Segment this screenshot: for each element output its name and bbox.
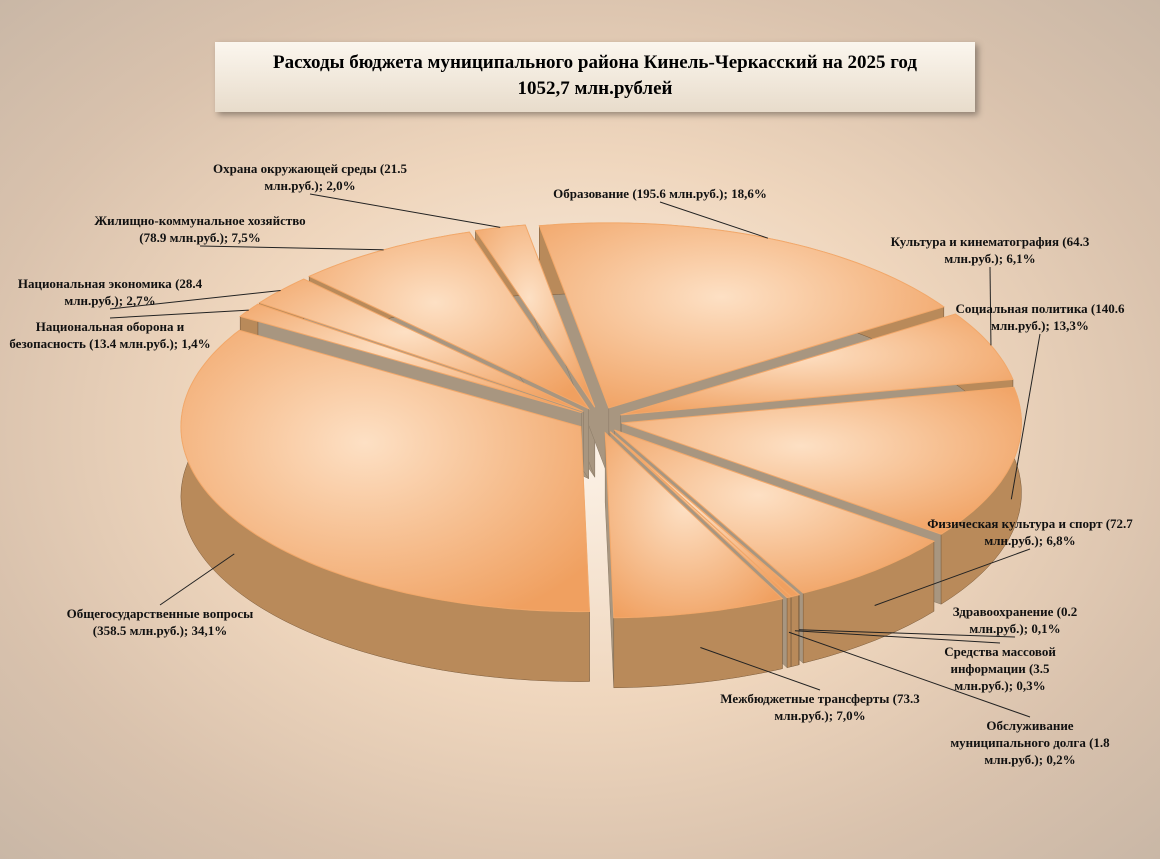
value-label: (73.3 млн.руб.); 7,0% bbox=[774, 691, 920, 723]
category-label: Средства массовой информации bbox=[944, 644, 1056, 676]
category-label: Здравоохранение bbox=[952, 604, 1054, 619]
value-label: (3.5 млн.руб.); 0,3% bbox=[954, 661, 1050, 693]
category-label: Общегосударственные вопросы bbox=[66, 606, 254, 621]
leader-line bbox=[1010, 333, 1041, 500]
value-label: (13.4 млн.руб.); 1,4% bbox=[89, 336, 211, 351]
data-label: Средства массовой информации (3.5 млн.ру… bbox=[925, 643, 1075, 694]
leader-line bbox=[199, 245, 384, 251]
value-label: (195.6 млн.руб.); 18,6% bbox=[632, 186, 767, 201]
chart-subtitle: 1052,7 млн.рублей bbox=[517, 78, 673, 99]
data-label: Обслуживание муниципального долга (1.8 м… bbox=[940, 717, 1120, 768]
data-label: Физическая культура и спорт (72.7 млн.ру… bbox=[910, 515, 1150, 549]
value-label: (0.2 млн.руб.); 0,1% bbox=[969, 604, 1078, 636]
value-label: (21.5 млн.руб.); 2,0% bbox=[264, 161, 407, 193]
leader-line bbox=[659, 201, 769, 239]
data-label: Национальная экономика (28.4 млн.руб.); … bbox=[5, 275, 215, 309]
slice bbox=[620, 313, 1014, 416]
leader-line bbox=[700, 647, 821, 691]
value-label: (140.6 млн.руб.); 13,3% bbox=[991, 301, 1125, 333]
data-label: Социальная политика (140.6 млн.руб.); 13… bbox=[925, 300, 1155, 334]
data-label: Общегосударственные вопросы (358.5 млн.р… bbox=[60, 605, 260, 639]
data-label: Национальная оборона и безопасность (13.… bbox=[5, 318, 215, 352]
value-label: (78.9 млн.руб.); 7,5% bbox=[139, 230, 261, 245]
data-label: Культура и кинематография (64.3 млн.руб.… bbox=[860, 233, 1120, 267]
leader-line bbox=[794, 630, 1001, 644]
data-label: Межбюджетные трансферты (73.3 млн.руб.);… bbox=[700, 690, 940, 724]
category-label: Образование bbox=[553, 186, 630, 201]
leader-line bbox=[109, 289, 281, 310]
leader-line bbox=[989, 266, 992, 346]
slice bbox=[609, 431, 792, 599]
leader-line bbox=[159, 553, 235, 606]
chart-title: Расходы бюджета муниципального района Ки… bbox=[272, 52, 917, 73]
value-label: (72.7 млн.руб.); 6,8% bbox=[984, 516, 1133, 548]
slice bbox=[239, 303, 582, 414]
category-label: Культура и кинематография bbox=[890, 234, 1060, 249]
leader-line bbox=[874, 548, 1031, 606]
category-label: Физическая культура и спорт bbox=[927, 516, 1103, 531]
slice bbox=[613, 429, 936, 594]
value-label: (358.5 млн.руб.); 34,1% bbox=[92, 623, 228, 638]
category-label: Жилищно-коммунальное хозяйство bbox=[94, 213, 306, 228]
value-label: (64.3 млн.руб.); 6,1% bbox=[944, 234, 1090, 266]
data-label: Жилищно-коммунальное хозяйство (78.9 млн… bbox=[90, 212, 310, 246]
category-label: Национальная оборона и безопасность bbox=[9, 319, 185, 351]
category-label: Охрана окружающей среды bbox=[213, 161, 377, 176]
category-label: Национальная экономика bbox=[17, 276, 172, 291]
title-box: Расходы бюджета муниципального района Ки… bbox=[215, 42, 975, 112]
slice bbox=[621, 386, 1022, 535]
leader-line bbox=[109, 309, 249, 319]
category-label: Межбюджетные трансферты bbox=[720, 691, 890, 706]
data-label: Охрана окружающей среды (21.5 млн.руб.);… bbox=[200, 160, 420, 194]
slice bbox=[258, 278, 584, 412]
category-label: Социальная политика bbox=[955, 301, 1088, 316]
leader-line bbox=[309, 193, 501, 228]
slice bbox=[604, 431, 784, 619]
slice bbox=[307, 231, 591, 410]
slice bbox=[180, 329, 591, 613]
leader-line bbox=[799, 629, 1016, 638]
value-label: (28.4 млн.руб.); 2,7% bbox=[64, 276, 203, 308]
category-label: Обслуживание муниципального долга bbox=[950, 718, 1086, 750]
data-label: Здравоохранение (0.2 млн.руб.); 0,1% bbox=[935, 603, 1095, 637]
value-label: (1.8 млн.руб.); 0,2% bbox=[984, 735, 1110, 767]
data-label: Образование (195.6 млн.руб.); 18,6% bbox=[540, 185, 780, 202]
leader-line bbox=[788, 631, 1031, 718]
